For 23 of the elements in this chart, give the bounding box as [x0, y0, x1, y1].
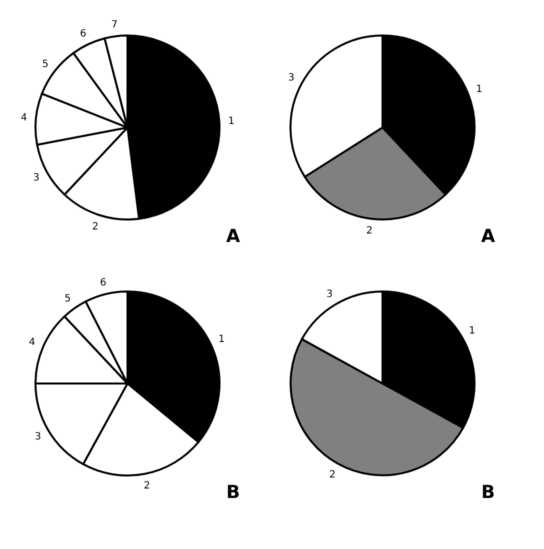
slice-label: 4	[28, 337, 36, 348]
slice-label: 2	[144, 480, 150, 492]
slice-label: 5	[64, 293, 71, 304]
text: B	[226, 482, 240, 503]
slice-label: 3	[288, 72, 295, 84]
slice-label: 4	[20, 112, 28, 124]
slice-label: 3	[33, 172, 40, 184]
text: B	[481, 482, 495, 503]
slice-label: 7	[111, 19, 118, 30]
slice-label: 3	[34, 431, 42, 442]
slice-label: 2	[329, 470, 336, 481]
slice-label: 2	[92, 221, 99, 232]
slice-label: 6	[100, 277, 106, 288]
slice-label: 2	[366, 226, 373, 237]
slice-label: 3	[326, 288, 333, 300]
slice-label: 1	[468, 326, 476, 337]
text: A	[226, 226, 240, 247]
slice-label: 1	[228, 116, 234, 127]
text: A	[481, 226, 496, 247]
slice-label: 6	[80, 28, 86, 40]
slice-label: 1	[476, 84, 482, 96]
slice-label: 1	[218, 334, 225, 346]
slice-label: 5	[42, 58, 49, 70]
